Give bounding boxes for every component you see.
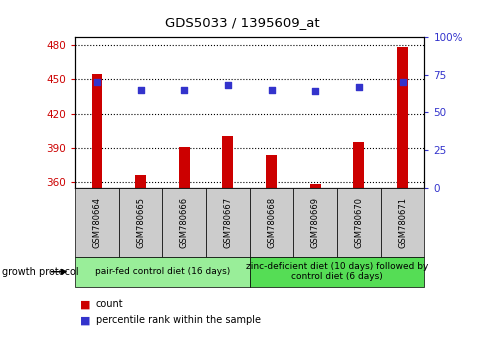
- Point: [224, 82, 231, 88]
- Point: [93, 80, 101, 85]
- Text: GSM780671: GSM780671: [397, 196, 406, 248]
- Point: [136, 87, 144, 93]
- Point: [354, 84, 362, 90]
- Bar: [353, 142, 363, 188]
- Point: [398, 80, 406, 85]
- Point: [267, 87, 275, 93]
- Point: [311, 88, 318, 94]
- Text: GSM780667: GSM780667: [223, 196, 232, 248]
- Text: zinc-deficient diet (10 days) followed by
control diet (6 days): zinc-deficient diet (10 days) followed b…: [245, 262, 427, 281]
- Bar: [135, 175, 146, 188]
- Bar: [396, 47, 407, 188]
- Bar: [222, 136, 233, 188]
- Text: GSM780669: GSM780669: [310, 196, 319, 248]
- Text: GSM780668: GSM780668: [267, 196, 275, 248]
- Bar: [91, 74, 102, 188]
- Text: ■: ■: [80, 315, 91, 325]
- Text: count: count: [95, 299, 123, 309]
- Bar: [309, 184, 320, 188]
- Text: GSM780665: GSM780665: [136, 196, 145, 248]
- Text: ■: ■: [80, 299, 91, 309]
- Text: GSM780664: GSM780664: [92, 196, 101, 248]
- Text: percentile rank within the sample: percentile rank within the sample: [95, 315, 260, 325]
- Bar: [179, 147, 189, 188]
- Text: growth protocol: growth protocol: [2, 267, 79, 277]
- Point: [180, 87, 188, 93]
- Text: GSM780670: GSM780670: [354, 196, 363, 248]
- Bar: [266, 155, 276, 188]
- Text: GDS5033 / 1395609_at: GDS5033 / 1395609_at: [165, 16, 319, 29]
- Text: pair-fed control diet (16 days): pair-fed control diet (16 days): [95, 267, 229, 276]
- Text: GSM780666: GSM780666: [180, 196, 188, 248]
